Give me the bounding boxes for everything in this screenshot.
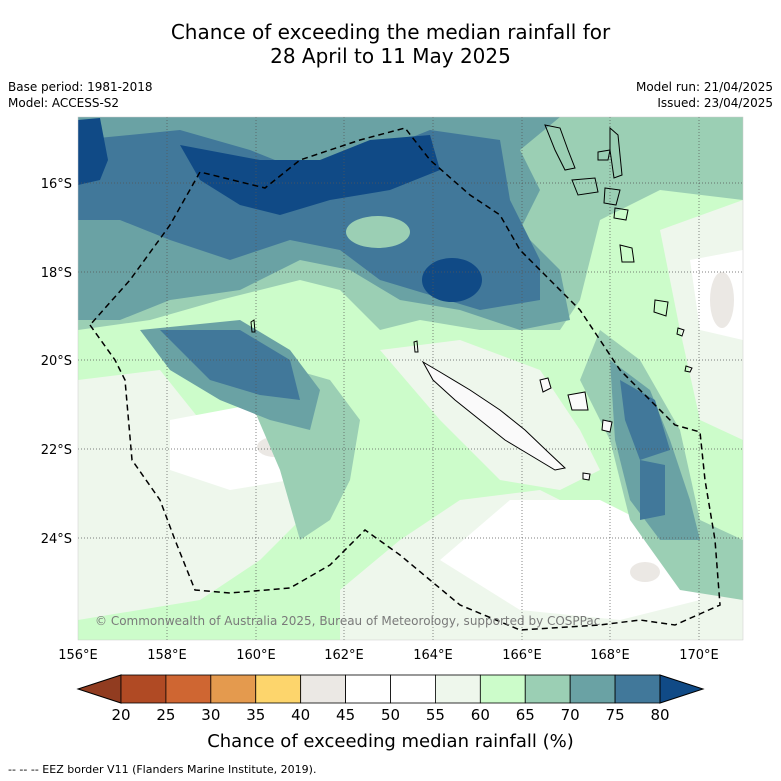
lon-label: 166°E	[502, 648, 542, 663]
lat-label: 22°S	[41, 443, 72, 458]
colorbar-cell	[210, 674, 257, 704]
lon-label: 170°E	[679, 648, 719, 663]
lon-label: 164°E	[413, 648, 453, 663]
isle-of-pines	[582, 472, 591, 481]
contour-65-70-island	[346, 216, 410, 248]
colorbar-tick-label: 25	[156, 706, 175, 724]
lat-label: 16°S	[41, 177, 72, 192]
lat-label: 18°S	[41, 266, 72, 281]
contour-75-80-east-a	[620, 380, 670, 460]
colorbar-high-extend	[659, 674, 705, 704]
vanuatu-ambae	[597, 149, 611, 161]
colorbar-cell	[165, 674, 212, 704]
issued-date: Issued: 23/04/2025	[657, 96, 773, 110]
lon-label: 162°E	[324, 648, 364, 663]
loyalty-island-3	[601, 419, 613, 433]
map-frame	[77, 116, 744, 641]
colorbar-cell	[524, 674, 571, 704]
vanuatu-erromango	[653, 299, 669, 317]
contour-45-55-south	[440, 500, 700, 620]
colorbar-tick-label: 70	[561, 706, 580, 724]
chart-title: Chance of exceeding the median rainfall …	[0, 20, 781, 68]
vanuatu-epi	[613, 207, 629, 221]
colorbar-cell	[390, 674, 436, 704]
vanuatu-malekula	[571, 177, 599, 196]
lat-label: 20°S	[41, 354, 72, 369]
loyalty-island-2	[567, 391, 589, 411]
contour-over-80-center	[422, 258, 482, 302]
colorbar-low-extend	[76, 674, 122, 704]
vanuatu-ambrym	[603, 187, 621, 206]
lon-label: 158°E	[147, 648, 187, 663]
colorbar-tick-label: 35	[246, 706, 265, 724]
colorbar-ticks: 20 25 30 35 40 45 50 55 60 65 70 75 80	[111, 706, 669, 724]
colorbar-tick-label: 50	[381, 706, 400, 724]
lon-label: 156°E	[58, 648, 98, 663]
colorbar-tick-label: 75	[606, 706, 625, 724]
vanuatu-efate	[619, 244, 635, 263]
colorbar-cell	[569, 674, 616, 704]
chesterfield-islands	[250, 319, 256, 333]
colorbar-tick-label: 40	[291, 706, 310, 724]
contour-40-45-south	[630, 562, 660, 582]
contour-40-45-east	[710, 272, 734, 328]
colorbar-tick-label: 65	[516, 706, 535, 724]
colorbar-cells	[120, 674, 661, 704]
colorbar-cell	[255, 674, 302, 704]
colorbar-tick-label: 60	[471, 706, 490, 724]
vanuatu-aneityum	[684, 365, 693, 373]
colorbar-cell	[479, 674, 526, 704]
map-field	[78, 117, 743, 640]
lat-label: 24°S	[41, 532, 72, 547]
copyright-notice: © Commonwealth of Australia 2025, Bureau…	[95, 614, 601, 628]
meta-right: Model run: 21/04/2025 Issued: 23/04/2025	[636, 79, 773, 111]
meta-left: Base period: 1981-2018 Model: ACCESS-S2	[8, 79, 153, 111]
contour-over-80-nw	[78, 118, 108, 185]
vanuatu-maewo-pentecost	[609, 126, 623, 179]
contour-over-80-north	[180, 135, 440, 215]
colorbar-cell	[435, 674, 481, 704]
colorbar-tick-label: 45	[336, 706, 355, 724]
colorbar-cell	[300, 674, 346, 704]
colorbar-label: Chance of exceeding median rainfall (%)	[207, 731, 574, 752]
lat-axis: 16°S 18°S 20°S 22°S 24°S	[41, 177, 72, 547]
vanuatu-tanna	[676, 327, 685, 337]
belep-islands	[413, 340, 419, 353]
loyalty-island-1	[539, 377, 552, 393]
eez-legend-note: -- -- -- EEZ border V11 (Flanders Marine…	[8, 763, 317, 776]
colorbar-tick-label: 30	[201, 706, 220, 724]
lon-label: 160°E	[236, 648, 276, 663]
colorbar-cell	[120, 674, 167, 704]
colorbar-tick-label: 80	[650, 706, 669, 724]
title-line-1: Chance of exceeding the median rainfall …	[170, 20, 611, 44]
new-caledonia-island	[421, 360, 567, 471]
colorbar-cell	[345, 674, 391, 704]
base-period: Base period: 1981-2018	[8, 80, 153, 94]
colorbar-tick-label: 55	[426, 706, 445, 724]
lon-label: 168°E	[590, 648, 630, 663]
contour-75-80-west	[160, 330, 300, 400]
eez-border	[89, 127, 721, 631]
colorbar: 20 25 30 35 40 45 50 55 60 65 70 75 80	[76, 674, 705, 724]
colorbar-tick-label: 20	[111, 706, 130, 724]
model-run: Model run: 21/04/2025	[635, 80, 773, 94]
model-name: Model: ACCESS-S2	[8, 96, 120, 110]
lon-axis: 156°E 158°E 160°E 162°E 164°E 166°E 168°…	[58, 648, 719, 663]
colorbar-cell	[614, 674, 661, 704]
title-line-2: 28 April to 11 May 2025	[270, 44, 511, 68]
contour-75-80-east-b	[640, 460, 665, 520]
vanuatu-espiritu-santo	[544, 124, 576, 171]
